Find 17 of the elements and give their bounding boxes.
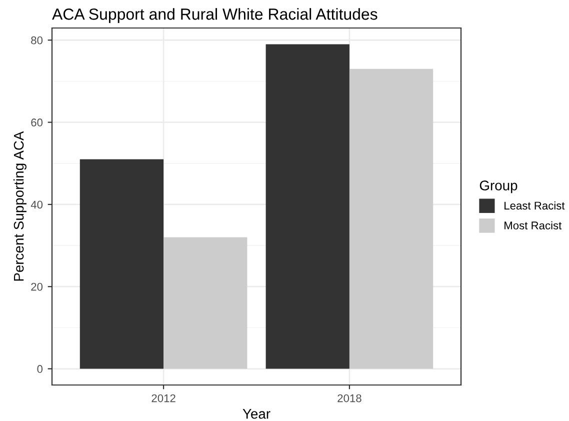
y-tick-label: 0 [37, 365, 43, 373]
y-tick-label: 80 [31, 36, 43, 44]
y-tick-label: 60 [31, 118, 43, 126]
x-tick-label: 2018 [338, 394, 362, 402]
bar [80, 159, 164, 369]
y-axis-title: Percent Supporting ACA [14, 131, 26, 281]
bar [349, 68, 434, 369]
chart-title: ACA Support and Rural White Racial Attitudes [52, 8, 378, 23]
bar [164, 237, 248, 369]
y-tick-label: 20 [31, 282, 43, 291]
legend-label: Least Racist [504, 201, 565, 210]
legend-title: Group [480, 180, 518, 194]
x-axis-title: Year [242, 409, 270, 419]
x-tick-label: 2012 [152, 394, 176, 402]
legend-label: Most Racist [504, 221, 562, 230]
y-tick-label: 40 [30, 200, 43, 209]
bar [266, 44, 350, 369]
